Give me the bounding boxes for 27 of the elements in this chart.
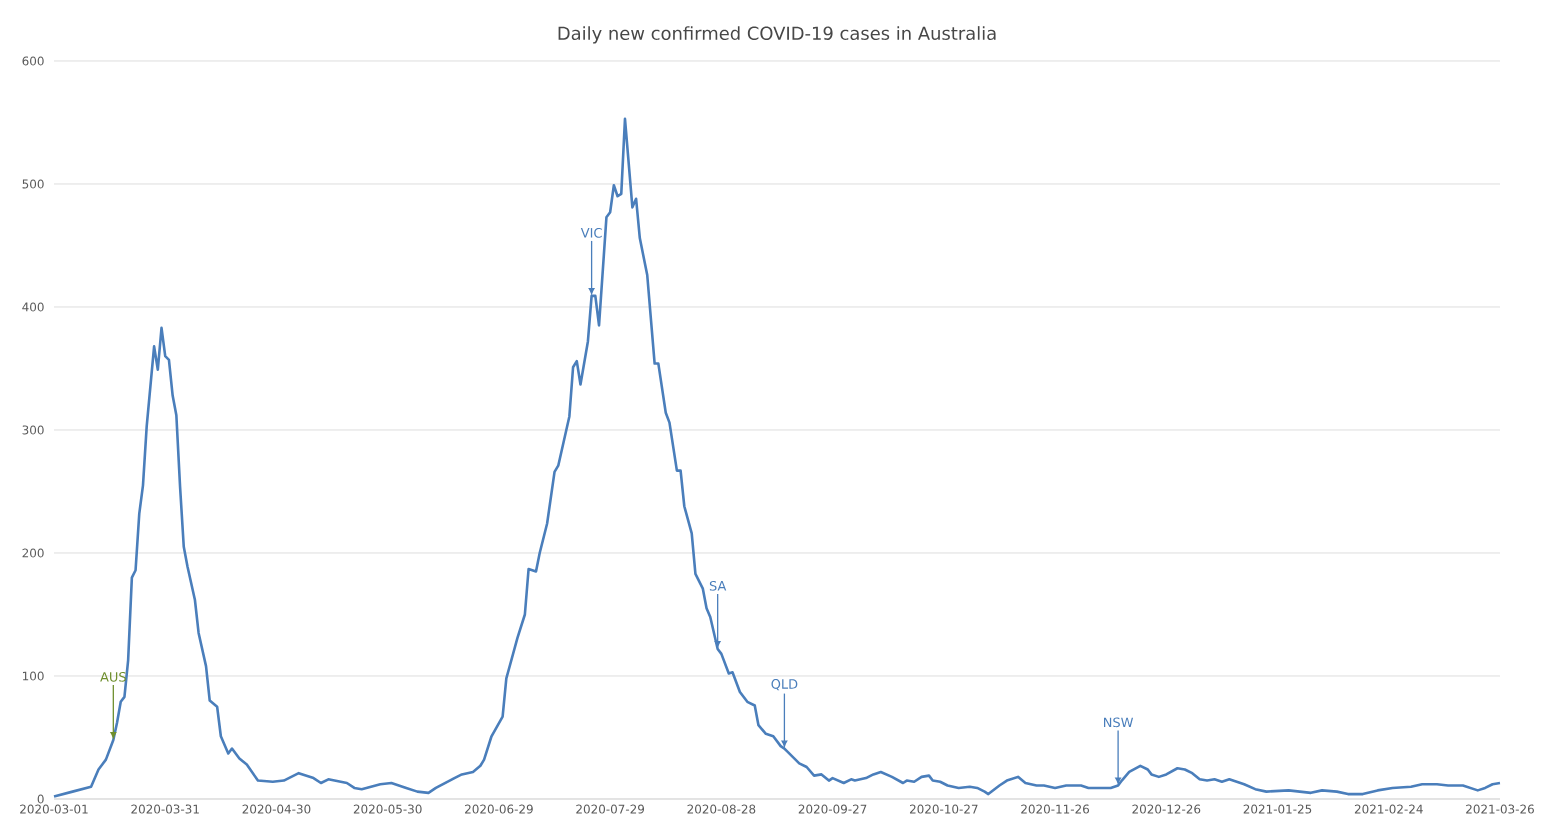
- chart-title: Daily new confirmed COVID-19 cases in Australia: [558, 26, 996, 44]
- y-tick-label: 200: [22, 548, 44, 558]
- y-tick-label: 400: [22, 302, 44, 312]
- x-tick-label: 2020-05-30: [353, 804, 422, 814]
- annotation: QLD: [771, 679, 798, 691]
- annotation: VIC: [580, 227, 602, 238]
- y-tick-label: 300: [22, 425, 44, 435]
- x-tick-label: 2020-09-27: [798, 804, 867, 814]
- annotation: NSW: [1104, 717, 1134, 728]
- annotation: SA: [709, 580, 727, 591]
- x-tick-label: 2020-04-30: [242, 804, 311, 814]
- x-tick-label: 2020-06-29: [465, 804, 533, 814]
- x-tick-label: 2021-03-26: [1466, 804, 1534, 814]
- annotation: AUS: [100, 671, 126, 682]
- y-tick-label: 100: [22, 671, 44, 681]
- x-tick-label: 2020-12-26: [1132, 804, 1201, 814]
- x-tick-label: 2021-01-25: [1243, 804, 1312, 814]
- x-tick-label: 2020-11-26: [1021, 804, 1090, 814]
- x-tick-label: 2020-08-28: [687, 804, 756, 814]
- y-tick-label: 0: [37, 794, 44, 804]
- x-tick-label: 2021-02-24: [1354, 804, 1423, 814]
- x-tick-label: 2020-07-29: [576, 804, 645, 814]
- x-tick-label: 2020-10-27: [909, 804, 978, 814]
- y-tick-label: 600: [22, 56, 44, 66]
- x-tick-label: 2020-03-31: [131, 804, 199, 814]
- x-tick-label: 2020-03-01: [20, 804, 88, 814]
- y-tick-label: 500: [22, 179, 44, 189]
